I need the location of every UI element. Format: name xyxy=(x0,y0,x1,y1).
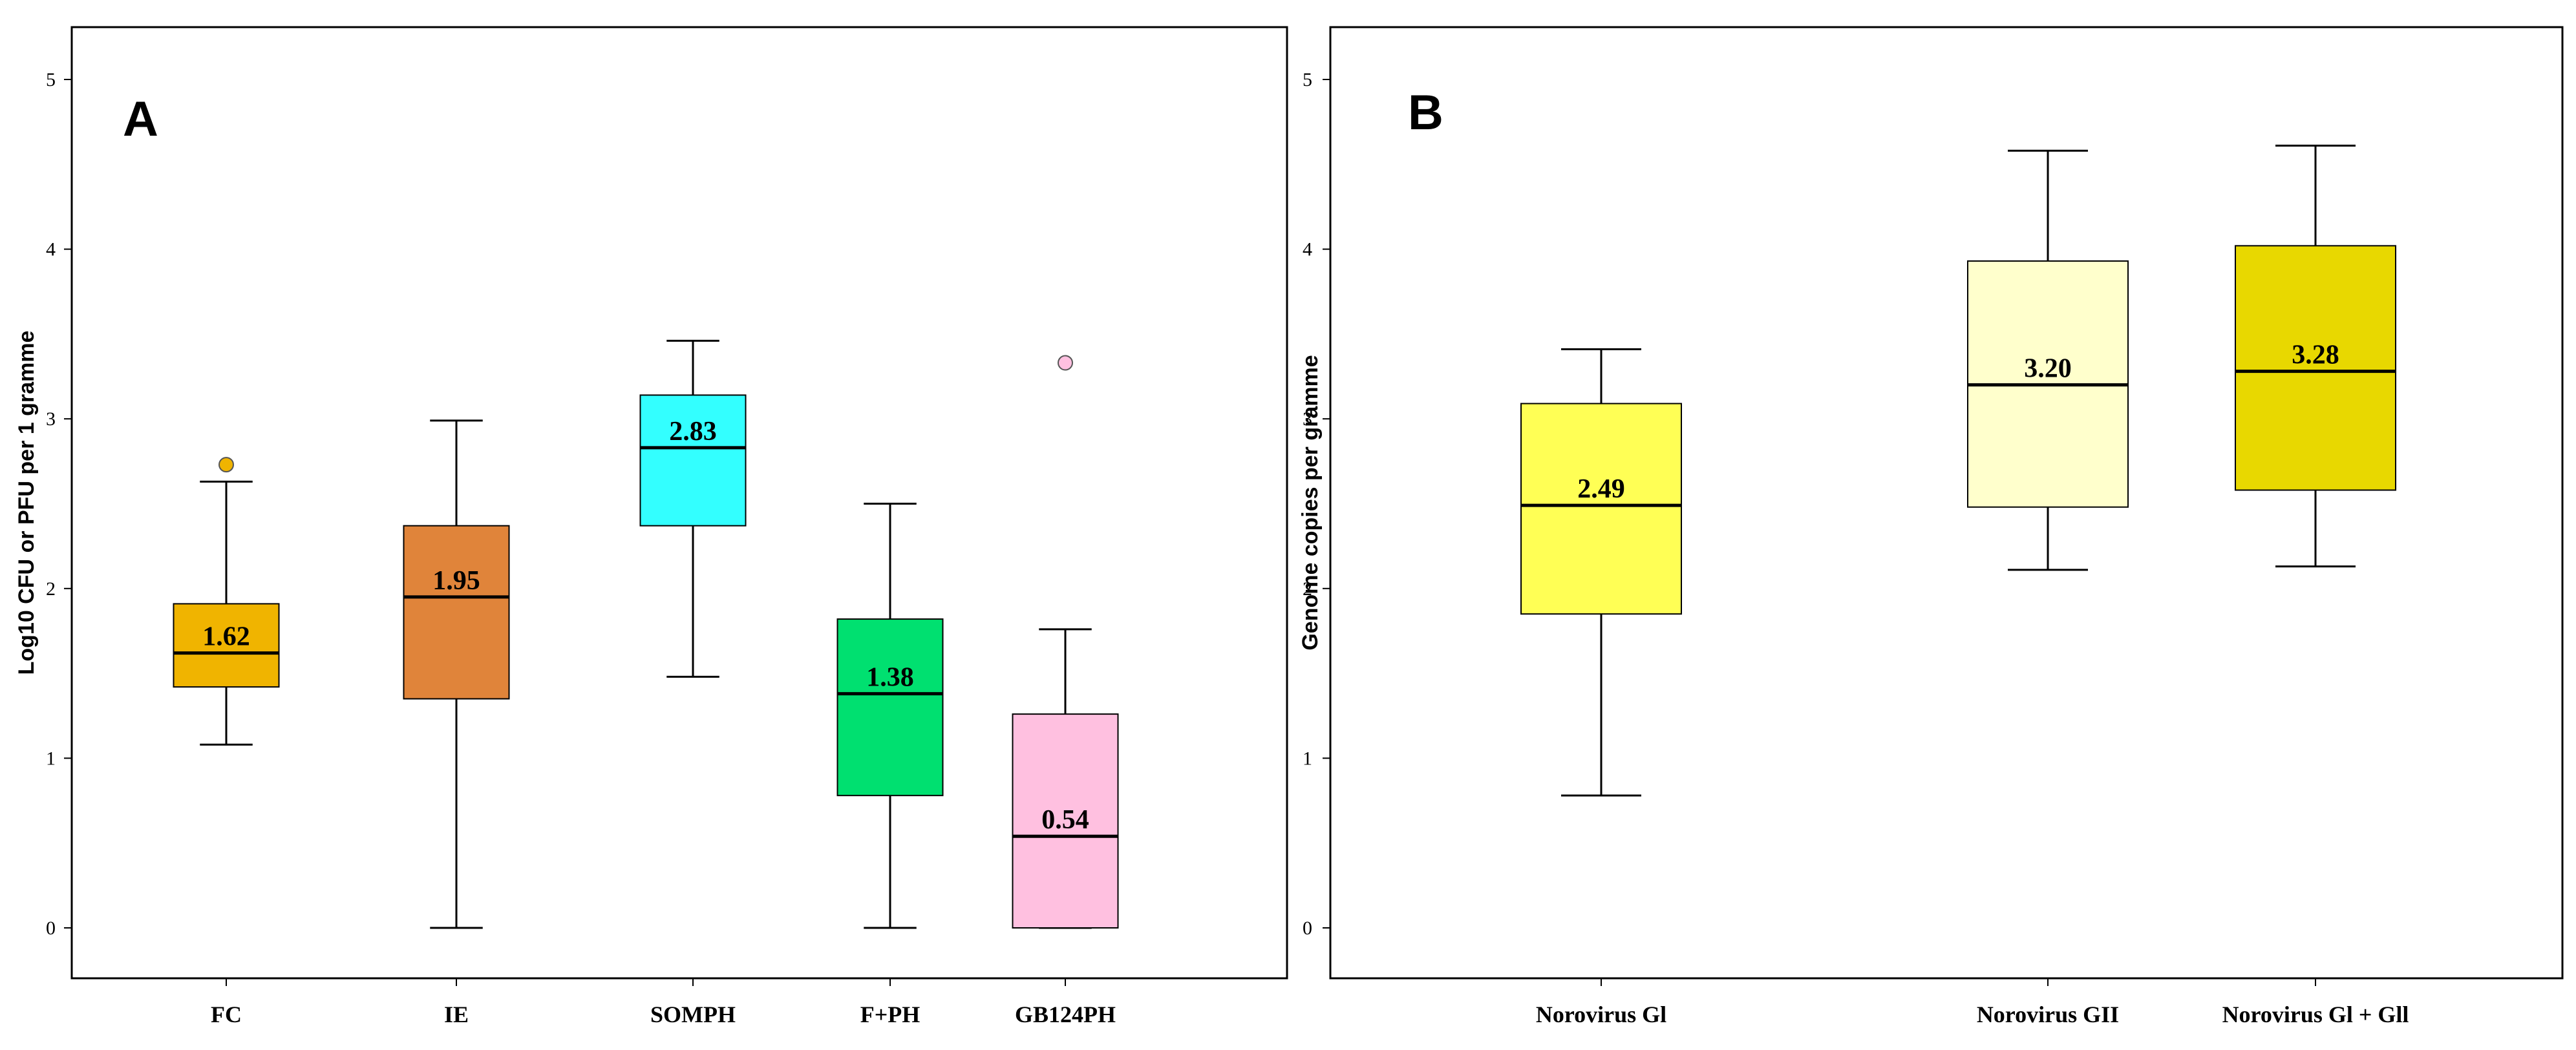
outlier-point xyxy=(1058,355,1073,371)
panel-a-box-4: GB124PH 0.54 xyxy=(1012,355,1119,1027)
category-label: Norovirus Gl + Gll xyxy=(2222,1002,2409,1027)
panel-a-ytick-label: 0 xyxy=(46,918,56,939)
category-label: FC xyxy=(211,1002,242,1027)
panel-a-box-1: IE 1.95 xyxy=(403,419,510,1027)
panel-b-box-1: Norovirus GII 3.20 xyxy=(1967,149,2129,1027)
panel-b-box-0: Norovirus Gl 2.49 xyxy=(1520,348,1682,1027)
panel-a-ytick-label: 2 xyxy=(46,578,56,600)
panel-a-ytick-label: 3 xyxy=(46,408,56,430)
median-label: 1.38 xyxy=(866,663,914,693)
outlier-point xyxy=(218,457,234,473)
iqr-box xyxy=(836,618,944,797)
median-label: 3.20 xyxy=(2024,354,2072,384)
panel-a-box-3: F+PH 1.38 xyxy=(836,503,944,1027)
iqr-box xyxy=(1520,403,1682,615)
panel-b-ytick-label: 2 xyxy=(1303,578,1312,600)
category-label: IE xyxy=(444,1002,469,1027)
panel-b-frame xyxy=(1329,26,2564,980)
median-label: 1.95 xyxy=(432,566,480,596)
panel-b-ytick-label: 3 xyxy=(1303,408,1312,430)
iqr-box xyxy=(639,394,747,527)
category-label: F+PH xyxy=(860,1002,921,1027)
iqr-box xyxy=(173,603,280,688)
panel-a-ylabel: Log10 CFU or PFU per 1 gramme xyxy=(14,331,39,675)
panel-a-ytick-label: 1 xyxy=(46,748,56,769)
iqr-box xyxy=(403,525,510,700)
median-label: 1.62 xyxy=(202,622,250,652)
iqr-box xyxy=(2235,245,2396,491)
median-label: 3.28 xyxy=(2292,341,2339,370)
panel-a: A Log10 CFU or PFU per 1 gramme 0 1 2 3 4 5 F… xyxy=(14,26,1288,1027)
panel-b-ytick-label: 5 xyxy=(1303,69,1312,90)
category-label: Norovirus Gl xyxy=(1536,1002,1666,1027)
panel-a-yaxis: 0 1 2 3 4 5 xyxy=(46,69,72,939)
category-label: Norovirus GII xyxy=(1977,1002,2119,1027)
panel-a-ytick-label: 5 xyxy=(46,69,56,90)
panel-b: B Genome copies per gramme 0 1 2 3 4 5 Norovi… xyxy=(1298,26,2564,1027)
median-label: 2.83 xyxy=(669,417,717,446)
panel-b-box-2: Norovirus Gl + Gll 3.28 xyxy=(2222,144,2409,1027)
panel-a-letter: A xyxy=(123,92,158,147)
median-label: 2.49 xyxy=(1577,474,1625,504)
panel-b-ytick-label: 1 xyxy=(1303,748,1312,769)
median-label: 0.54 xyxy=(1041,805,1089,835)
category-label: SOMPH xyxy=(650,1002,736,1027)
iqr-box xyxy=(1012,713,1119,929)
panel-b-ylabel: Genome copies per gramme xyxy=(1298,355,1323,650)
panel-a-box-2: SOMPH 2.83 xyxy=(639,339,747,1027)
panel-b-yaxis: 0 1 2 3 4 5 xyxy=(1303,69,1330,939)
panel-b-ytick-label: 0 xyxy=(1303,918,1312,939)
category-label: GB124PH xyxy=(1015,1002,1116,1027)
panel-a-ytick-label: 4 xyxy=(46,239,56,260)
panel-a-boxes: FC 1.62 IE 1.95 SOMPH 2.83 F+PH 1.38 GB124PH 0.54 xyxy=(173,339,1119,1027)
panel-a-box-0: FC 1.62 xyxy=(173,457,280,1027)
panel-b-ytick-label: 4 xyxy=(1303,239,1312,260)
panel-b-letter: B xyxy=(1408,85,1443,140)
